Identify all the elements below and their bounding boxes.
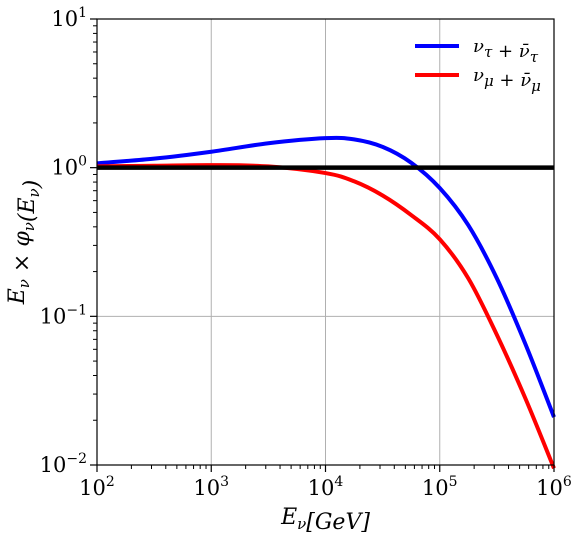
tick-labels: 102 103 104 105 106 10−2 10−1 100 101 (40, 5, 572, 500)
series-line-nu-tau (96, 135, 556, 418)
x-tick-label: 102 (79, 474, 115, 500)
x-tick-label: 106 (536, 474, 572, 500)
x-tick-label: 104 (308, 474, 344, 500)
x-tick-label: 103 (193, 474, 229, 500)
legend: ντ + ν̄τνμ + ν̄μ (415, 36, 541, 95)
legend-label: νμ + ν̄μ (473, 65, 541, 95)
plot-frame (96, 18, 555, 466)
x-axis-label: Eν[GeV] (280, 505, 370, 535)
y-tick-label: 10−1 (40, 302, 87, 328)
y-tick-label: 101 (51, 5, 87, 31)
y-tick-label: 100 (51, 154, 87, 180)
legend-label: ντ + ν̄τ (473, 36, 539, 66)
series-line-nu-mu (96, 163, 556, 470)
series-lines (96, 135, 556, 470)
x-tick-label: 105 (422, 474, 458, 500)
axis-ticks (90, 18, 555, 472)
y-axis-label: Eν × φν(Eν) (5, 180, 45, 306)
y-tick-label: 10−2 (40, 451, 87, 477)
